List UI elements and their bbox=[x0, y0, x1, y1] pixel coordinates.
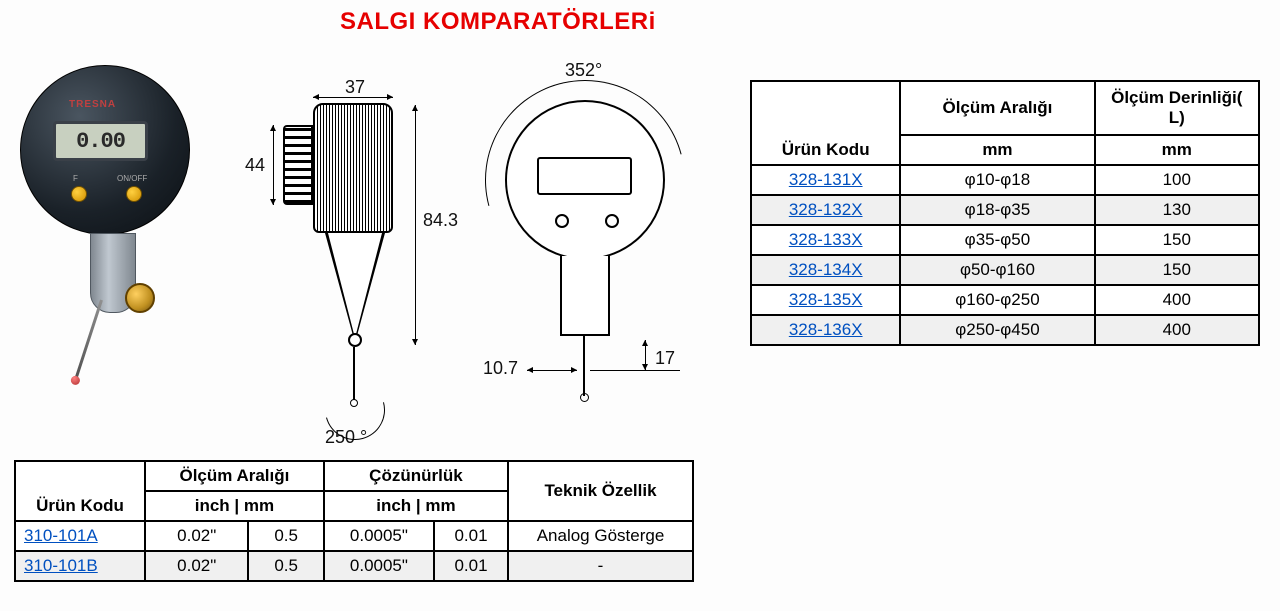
dim-352deg: 352° bbox=[565, 60, 602, 81]
product-link[interactable]: 328-136X bbox=[789, 320, 863, 339]
side-screw bbox=[348, 333, 362, 347]
product-link[interactable]: 328-132X bbox=[789, 200, 863, 219]
range-depth-table: Ürün Kodu Ölçüm Aralığı Ölçüm Derinliği(… bbox=[750, 80, 1260, 346]
front-stylus bbox=[583, 336, 585, 396]
side-body bbox=[313, 103, 393, 233]
front-view-drawing: 352° 10.7 17 bbox=[465, 60, 725, 450]
cell: 0.5 bbox=[248, 521, 323, 551]
cell: - bbox=[508, 551, 693, 581]
cell-depth: 130 bbox=[1095, 195, 1260, 225]
cell: 0.0005" bbox=[324, 521, 434, 551]
cell-depth: 150 bbox=[1095, 225, 1260, 255]
dim-44: 44 bbox=[245, 155, 265, 176]
technical-drawing: TRESNA 0.00 F ON/OFF 37 23.8 44 84.3 250… bbox=[0, 40, 740, 430]
stylus-ball bbox=[70, 375, 81, 386]
dim-arrow-17 bbox=[645, 340, 646, 370]
cell: 0.5 bbox=[248, 551, 323, 581]
th-res: Çözünürlük bbox=[324, 461, 508, 491]
f-button bbox=[71, 186, 87, 202]
dim-17: 17 bbox=[655, 348, 675, 369]
brand-label: TRESNA bbox=[69, 99, 116, 110]
onoff-button-label: ON/OFF bbox=[117, 174, 147, 183]
onoff-button bbox=[126, 186, 142, 202]
dim-843: 84.3 bbox=[423, 210, 458, 231]
side-view-drawing: 37 23.8 44 84.3 250 ° bbox=[255, 75, 445, 445]
dim-arrow-843 bbox=[415, 105, 416, 345]
front-btn-left bbox=[555, 214, 569, 228]
cell-range: φ250-φ450 bbox=[900, 315, 1094, 345]
cell-depth: 400 bbox=[1095, 285, 1260, 315]
th-spec: Teknik Özellik bbox=[508, 461, 693, 521]
cell: Analog Gösterge bbox=[508, 521, 693, 551]
cell-range: φ50-φ160 bbox=[900, 255, 1094, 285]
spec-table: Ürün Kodu Ölçüm Aralığı Çözünürlük Tekni… bbox=[14, 460, 694, 582]
th-code: Ürün Kodu bbox=[751, 81, 900, 165]
th-mm2: mm bbox=[1095, 135, 1260, 165]
dim-arrow-37 bbox=[313, 97, 393, 98]
f-button-label: F bbox=[73, 174, 78, 183]
cell: 0.0005" bbox=[324, 551, 434, 581]
stylus bbox=[74, 300, 103, 382]
th-inchmm2: inch | mm bbox=[324, 491, 508, 521]
product-link[interactable]: 328-133X bbox=[789, 230, 863, 249]
cell-range: φ10-φ18 bbox=[900, 165, 1094, 195]
dim-37: 37 bbox=[345, 77, 365, 98]
front-btn-right bbox=[605, 214, 619, 228]
cell-range: φ18-φ35 bbox=[900, 195, 1094, 225]
th-inchmm1: inch | mm bbox=[145, 491, 324, 521]
product-link[interactable]: 328-134X bbox=[789, 260, 863, 279]
dim-arrow-107 bbox=[527, 370, 577, 371]
cell: 0.02" bbox=[145, 521, 248, 551]
product-link[interactable]: 310-101B bbox=[24, 556, 98, 575]
th-code2: Ürün Kodu bbox=[15, 461, 145, 521]
adjust-wheel bbox=[125, 283, 155, 313]
side-grip bbox=[283, 125, 313, 205]
cell-depth: 400 bbox=[1095, 315, 1260, 345]
cell-depth: 100 bbox=[1095, 165, 1260, 195]
product-link[interactable]: 328-131X bbox=[789, 170, 863, 189]
front-lcd bbox=[537, 157, 632, 195]
front-taper bbox=[560, 256, 610, 336]
product-link[interactable]: 310-101A bbox=[24, 526, 98, 545]
th-range: Ölçüm Aralığı bbox=[900, 81, 1094, 135]
photo-indicator: TRESNA 0.00 F ON/OFF bbox=[20, 65, 200, 415]
cell-depth: 150 bbox=[1095, 255, 1260, 285]
lcd-display: 0.00 bbox=[53, 121, 148, 161]
side-taper-fill bbox=[328, 233, 382, 338]
front-body bbox=[505, 100, 665, 260]
dim-107: 10.7 bbox=[483, 358, 518, 379]
th-depth: Ölçüm Derinliği( L) bbox=[1095, 81, 1260, 135]
cell-range: φ35-φ50 bbox=[900, 225, 1094, 255]
cell: 0.01 bbox=[434, 521, 508, 551]
cell: 0.01 bbox=[434, 551, 508, 581]
indicator-body: TRESNA 0.00 F ON/OFF bbox=[20, 65, 190, 235]
cell-range: φ160-φ250 bbox=[900, 285, 1094, 315]
product-link[interactable]: 328-135X bbox=[789, 290, 863, 309]
dim-baseline bbox=[590, 370, 680, 371]
front-ball bbox=[580, 393, 589, 402]
dim-arrow-44 bbox=[273, 125, 274, 205]
cell: 0.02" bbox=[145, 551, 248, 581]
page-title: SALGI KOMPARATÖRLERi bbox=[340, 8, 656, 36]
th-range2: Ölçüm Aralığı bbox=[145, 461, 324, 491]
th-mm1: mm bbox=[900, 135, 1094, 165]
